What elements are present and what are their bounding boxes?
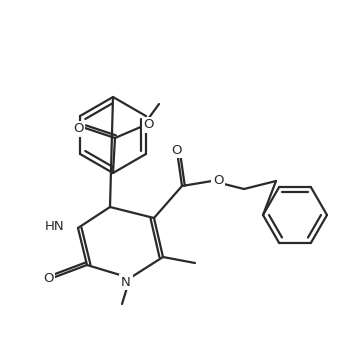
Text: N: N [121, 276, 131, 289]
Text: O: O [213, 173, 223, 186]
Text: O: O [144, 118, 154, 131]
Text: HN: HN [44, 219, 64, 233]
Text: O: O [43, 272, 53, 286]
Text: O: O [73, 122, 83, 136]
Text: O: O [172, 143, 182, 157]
